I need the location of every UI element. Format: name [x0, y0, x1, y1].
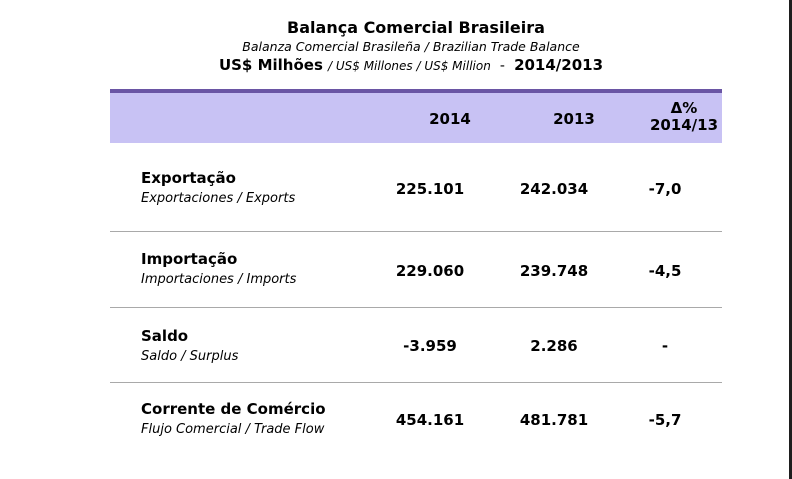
table-row: Importação Importaciones / Imports 229.0… — [110, 232, 722, 308]
column-header-delta: Δ% 2014/13 — [628, 100, 740, 134]
cell-2013: 2.286 — [530, 337, 578, 355]
delta-header-line1: Δ% — [670, 99, 698, 117]
cell-2013: 239.748 — [519, 262, 589, 280]
table-row: Corrente de Comércio Flujo Comercial / T… — [110, 383, 722, 463]
row-label: Importação Importaciones / Imports — [141, 250, 296, 287]
document-title: Balança Comercial Brasileira — [287, 18, 545, 37]
table-row: Saldo Saldo / Surplus -3.959 2.286 - — [110, 308, 722, 383]
unit-main: US$ Milhões — [218, 56, 323, 74]
column-header-2014: 2014 — [429, 110, 471, 128]
row-label-pt: Corrente de Comércio — [141, 400, 326, 418]
row-label-pt: Saldo — [141, 327, 189, 345]
window-edge — [789, 0, 792, 479]
row-label-translation: Importaciones / Imports — [141, 272, 297, 287]
table-header: 2014 2013 Δ% 2014/13 — [110, 89, 722, 143]
row-label-translation: Exportaciones / Exports — [141, 191, 296, 206]
cell-delta: -7,0 — [648, 180, 682, 198]
unit-line: US$ Milhões / US$ Millones / US$ Million… — [0, 55, 792, 74]
cell-delta: -4,5 — [648, 262, 682, 280]
row-label: Corrente de Comércio Flujo Comercial / T… — [141, 400, 326, 437]
row-label-pt: Importação — [141, 250, 238, 268]
unit-separator: - — [499, 58, 505, 74]
cell-delta: - — [661, 337, 669, 355]
period-label: 2014/2013 — [514, 56, 604, 74]
document-subtitle: Balanza Comercial Brasileña / Brazilian … — [242, 39, 580, 54]
row-label-translation: Saldo / Surplus — [141, 349, 239, 364]
cell-delta: -5,7 — [648, 411, 682, 429]
column-header-2013: 2013 — [553, 110, 595, 128]
cell-2013: 481.781 — [519, 411, 589, 429]
row-label-translation: Flujo Comercial / Trade Flow — [141, 422, 325, 437]
trade-balance-table: 2014 2013 Δ% 2014/13 Exportação Exportac… — [110, 89, 722, 463]
cell-2014: -3.959 — [403, 337, 457, 355]
delta-header-line2: 2014/13 — [649, 116, 719, 134]
unit-alt: / US$ Millones / US$ Million — [328, 59, 491, 73]
cell-2014: 225.101 — [395, 180, 465, 198]
table-row: Exportação Exportaciones / Exports 225.1… — [110, 143, 722, 232]
row-label-pt: Exportação — [141, 169, 236, 187]
row-label: Exportação Exportaciones / Exports — [141, 169, 295, 206]
cell-2013: 242.034 — [519, 180, 589, 198]
cell-2014: 229.060 — [395, 262, 465, 280]
cell-2014: 454.161 — [395, 411, 465, 429]
row-label: Saldo Saldo / Surplus — [141, 327, 238, 364]
